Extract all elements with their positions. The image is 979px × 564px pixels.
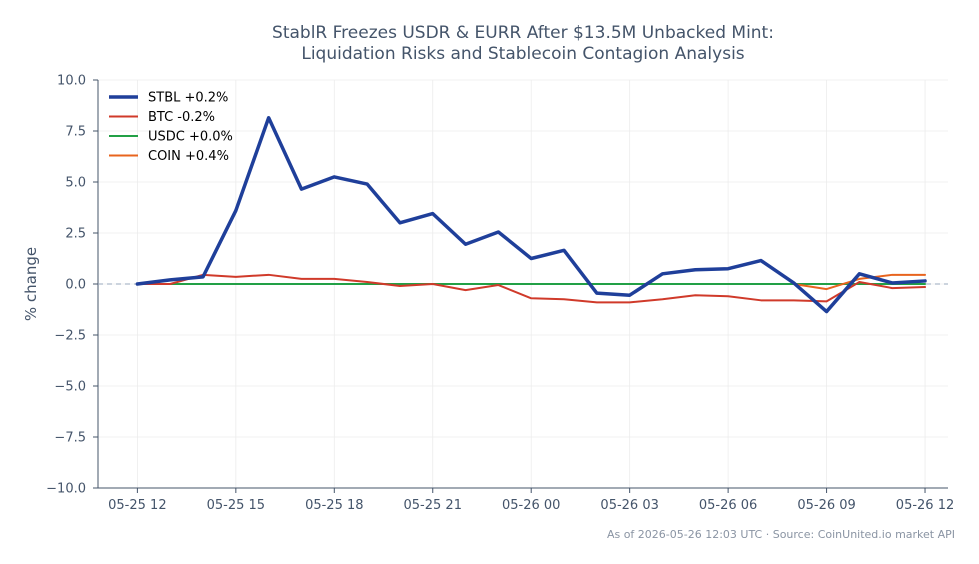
x-tick-label: 05-25 15 [207,498,265,513]
x-tick-label: 05-26 09 [797,498,855,513]
series-line-coin [792,273,927,291]
y-axis-label: % change [22,247,40,321]
chart-title-line: StablR Freezes USDR & EURR After $13.5M … [272,23,774,43]
y-tick-label: 7.5 [65,125,86,140]
chart-title: StablR Freezes USDR & EURR After $13.5M … [272,23,774,64]
x-axis-ticks: 05-25 12 05-25 15 05-25 18 05-25 21 05-26 00… [108,488,954,513]
y-tick-label: −7.5 [54,431,86,446]
x-tick-label: 05-26 12 [896,498,954,513]
x-tick-label: 05-25 18 [305,498,363,513]
chart-title-line: Liquidation Risks and Stablecoin Contagi… [301,44,744,64]
y-tick-label: 2.5 [65,227,86,242]
y-axis-ticks: −10.0 −7.5 −5.0 −2.5 0.0 2.5 5.0 7.5 10.0 [46,74,98,497]
y-tick-label: −2.5 [54,329,86,344]
legend-label: STBL +0.2% [148,91,228,106]
legend: STBL +0.2% BTC -0.2% USDC +0.0% COIN +0.4% [109,91,233,164]
x-tick-label: 05-26 00 [502,498,560,513]
legend-label: COIN +0.4% [148,149,229,164]
x-tick-label: 05-25 12 [108,498,166,513]
y-tick-label: −10.0 [46,482,86,497]
source-note: As of 2026-05-26 12:03 UTC · Source: Coi… [607,528,955,541]
x-tick-label: 05-25 21 [404,498,462,513]
x-tick-label: 05-26 03 [600,498,658,513]
y-tick-label: 5.0 [65,176,86,191]
x-tick-label: 05-26 06 [699,498,757,513]
legend-label: BTC -0.2% [148,110,215,125]
series-lines [135,115,927,314]
series-line-stbl [135,115,927,314]
y-tick-label: −5.0 [54,380,86,395]
y-tick-label: 0.0 [65,278,86,293]
series-line-btc [136,273,927,304]
y-tick-label: 10.0 [57,74,86,89]
legend-label: USDC +0.0% [148,130,233,145]
